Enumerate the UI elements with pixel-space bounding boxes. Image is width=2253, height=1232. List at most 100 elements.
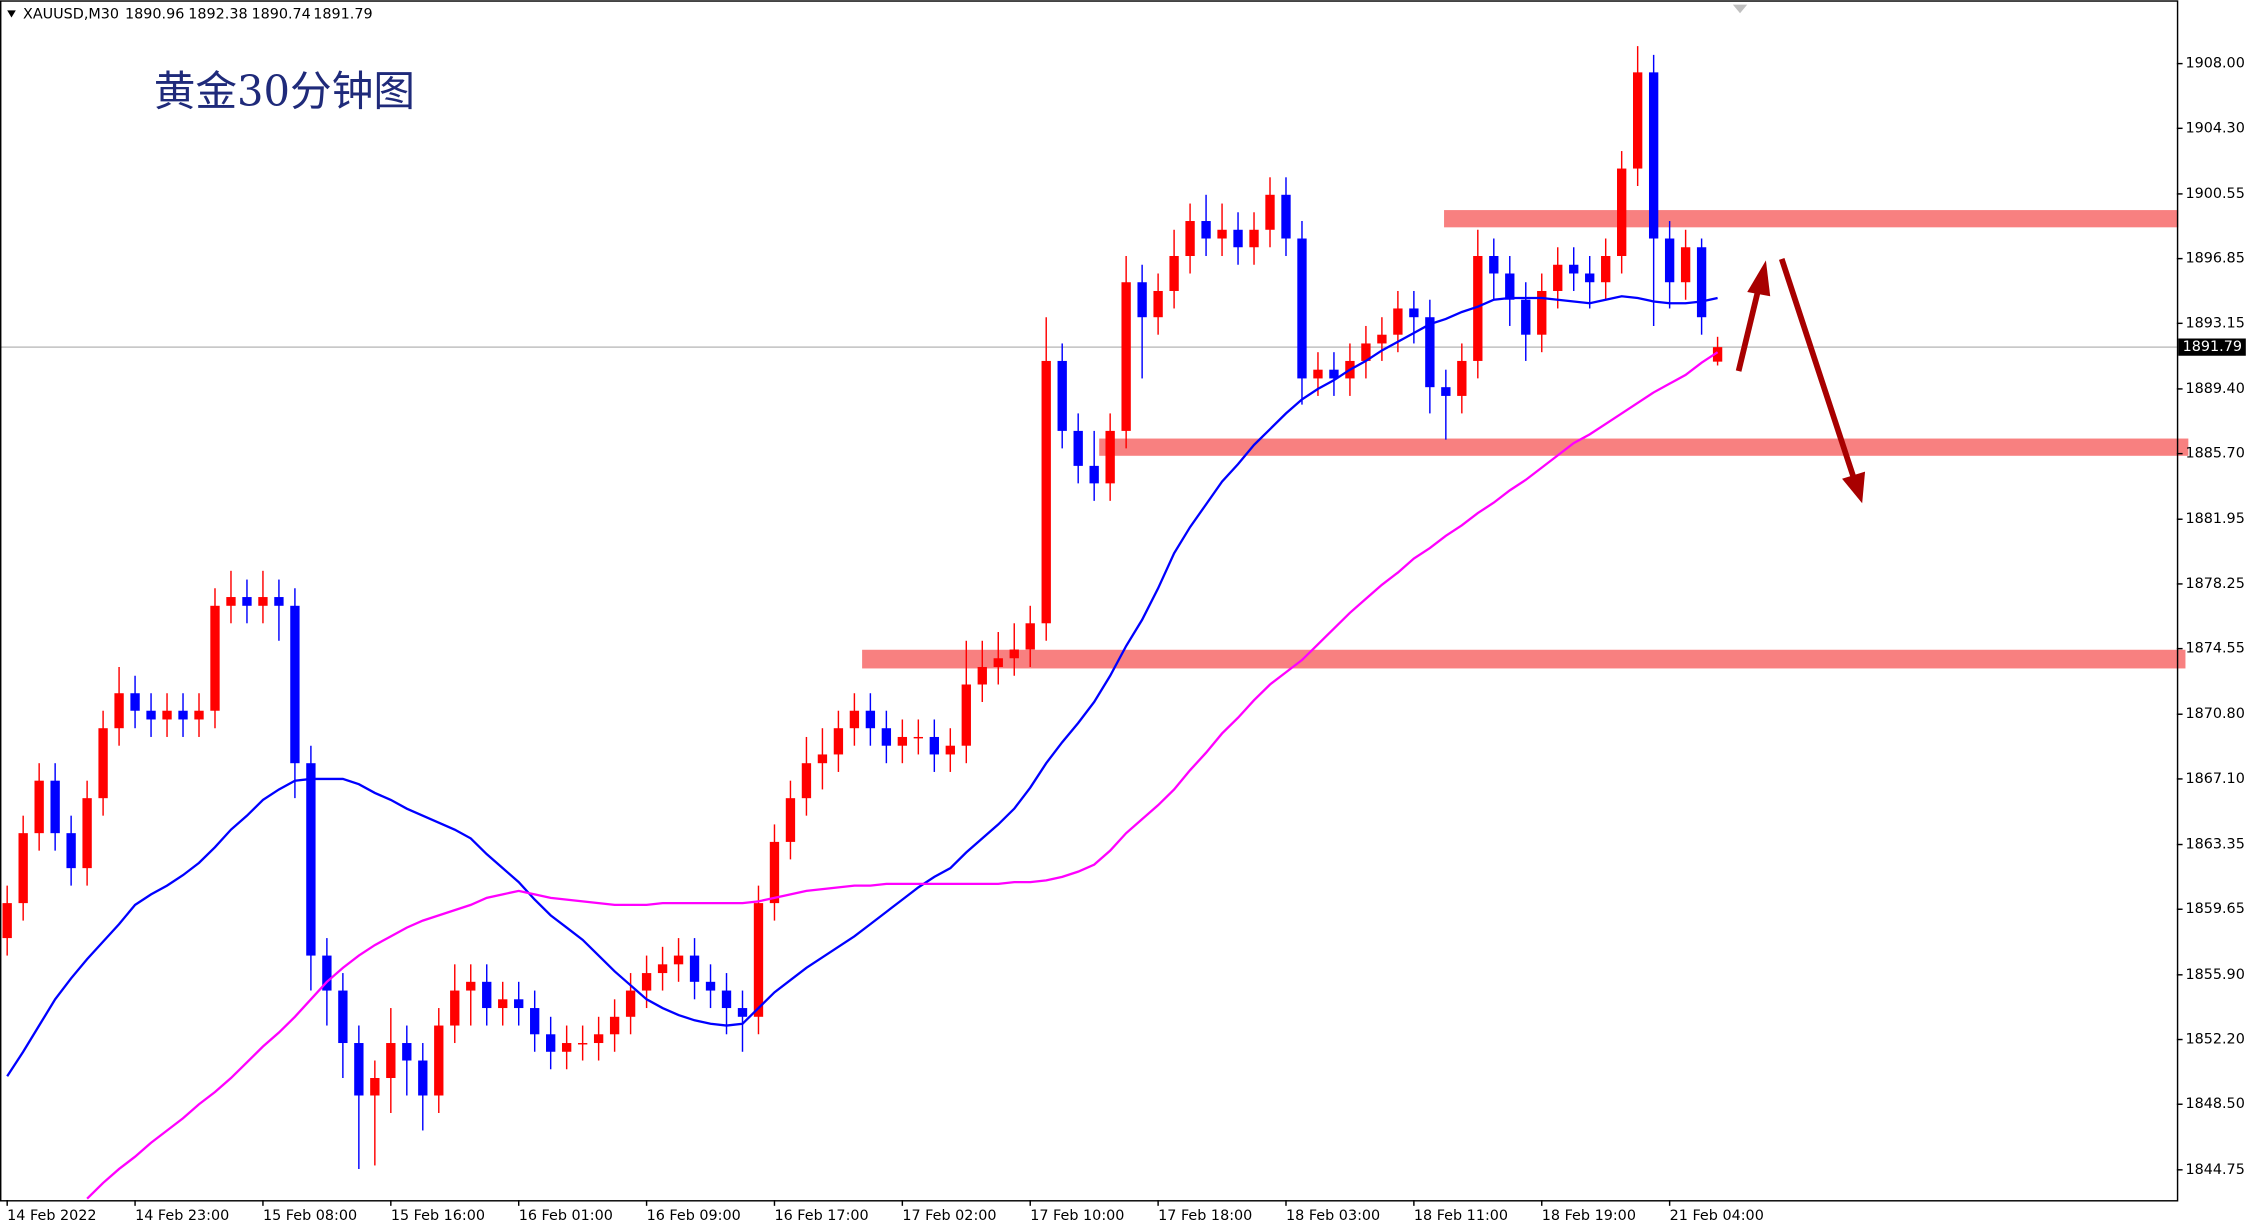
candle-body [1553,264,1563,291]
arrows [1735,258,1866,504]
header-close: 1891.79 [313,7,372,23]
y-tick-label: 1904.30 [2185,120,2244,136]
x-tick-label: 16 Feb 17:00 [774,1208,868,1224]
x-tick-label: 18 Feb 03:00 [1286,1208,1380,1224]
candle-body [434,1025,444,1096]
x-tick-label: 16 Feb 01:00 [519,1208,613,1224]
candle-body [1025,623,1035,650]
ma-line [86,351,1719,1200]
plot-frame [0,0,2179,1202]
x-tick-label: 18 Feb 19:00 [1542,1208,1636,1224]
candle-body [82,798,92,869]
x-tick-label: 16 Feb 09:00 [647,1208,741,1224]
candle-body [1617,168,1627,257]
candle-body [274,597,284,606]
candle-body [801,763,812,799]
candle-body [530,1008,540,1035]
candle-body [1169,256,1179,291]
y-tick-label: 1848.50 [2185,1096,2244,1112]
candle-body [1009,649,1019,659]
candle-body [1121,282,1131,431]
candle-body [418,1060,428,1096]
candle-body [769,841,780,904]
x-tick-label: 15 Feb 08:00 [263,1208,357,1224]
candle-body [146,710,156,720]
candle-body [242,597,252,606]
header-open: 1890.96 [125,7,184,23]
candle-body [1521,299,1531,335]
candle-body [1505,273,1515,300]
candle-body [945,745,955,755]
price-label-box [2178,338,2246,356]
candle-body [338,990,348,1044]
candle-body [1425,317,1435,388]
candle-body [1409,308,1419,318]
candle-body [1185,221,1195,257]
candle-body [194,710,204,720]
candle-body [737,1008,748,1017]
candle-body [1664,238,1675,283]
scroll-marker [1732,4,1748,14]
arrow-head [1842,471,1866,504]
candle-body [1249,229,1259,248]
header-high: 1892.38 [188,7,247,23]
header-low: 1890.74 [251,7,310,23]
candle-body [977,667,987,685]
candle-body [1073,430,1083,466]
candle-body [514,999,524,1009]
candle-body [865,710,876,729]
candle-body [1537,290,1547,335]
candle-body [753,903,764,1017]
candle-body [1329,369,1339,379]
candle-body [306,763,316,956]
x-tick-label: 17 Feb 10:00 [1030,1208,1124,1224]
y-tick-label: 1878.25 [2185,576,2244,592]
y-tick-label: 1870.80 [2185,706,2244,722]
y-tick-label: 1859.65 [2185,901,2244,917]
price-label: 1891.79 [2183,339,2242,355]
candle-body [162,710,172,720]
candle-body [849,710,860,729]
plot [0,46,2177,1200]
candle-body [817,754,828,764]
candle-body [1361,343,1371,361]
candle-body [1041,360,1051,624]
candle-body [1265,194,1275,230]
y-tick-label: 1844.75 [2185,1162,2244,1178]
candle-body [290,605,300,764]
y-tick-label: 1881.95 [2185,511,2244,527]
candle-body [721,990,732,1009]
candle-body [226,597,236,606]
candle-body [561,1043,572,1052]
candle-body [833,728,844,755]
candle-body [785,798,796,842]
candle-body [1585,273,1595,283]
candle-body [1201,221,1211,239]
candle-body [402,1043,412,1061]
candle-body [1105,430,1115,484]
candle-body [657,964,668,974]
candle-body [354,1043,364,1096]
candle-body [546,1034,556,1052]
candle-body [482,981,492,1009]
candle-body [370,1078,380,1096]
candle-body [466,981,476,991]
candle-body [689,955,700,982]
candle-body [1441,387,1451,396]
candle-body [34,780,44,834]
candle-body [1089,465,1099,484]
resistance-zone [1444,210,2179,228]
x-tick-label: 21 Feb 04:00 [1670,1208,1764,1224]
candle-body [1680,247,1691,283]
y-tick-label: 1852.20 [2185,1032,2244,1048]
zones [862,210,2189,669]
candle-body [993,658,1003,668]
candle-body [50,780,60,834]
candle-body [609,1016,620,1035]
candle-body [577,1043,588,1045]
candle-body [593,1034,604,1044]
arrow-up [1735,287,1762,372]
x-tick-label: 17 Feb 18:00 [1158,1208,1252,1224]
support-zone [1099,438,2189,456]
